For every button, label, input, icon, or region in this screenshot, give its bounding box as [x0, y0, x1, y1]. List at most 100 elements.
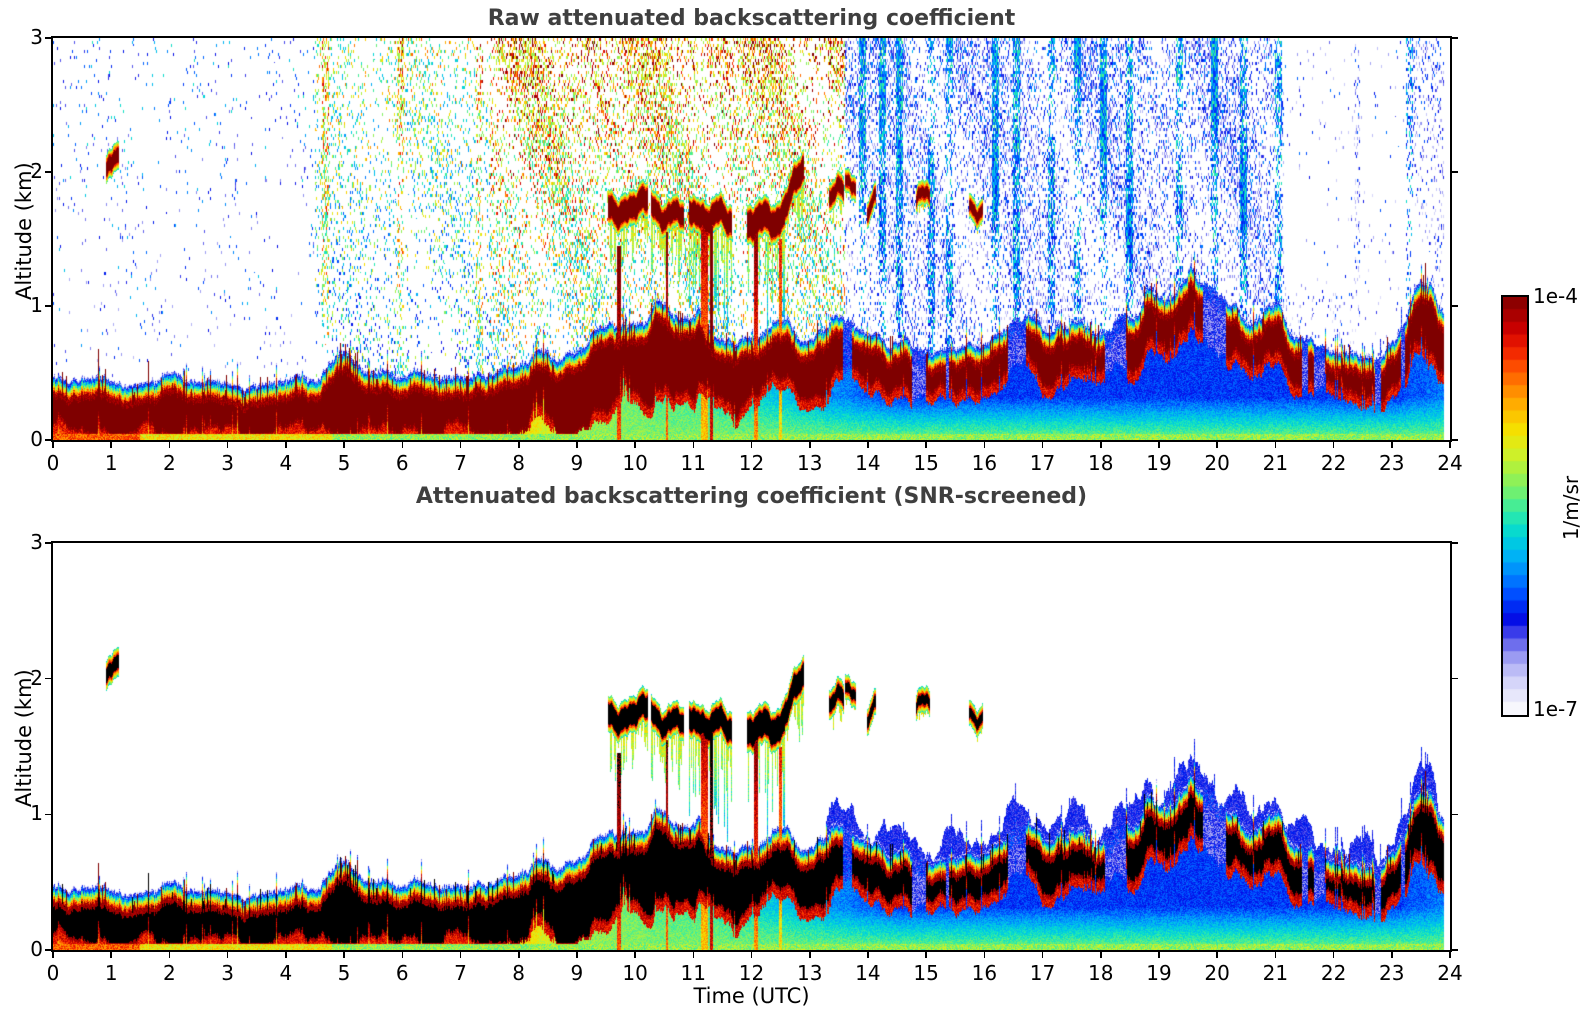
y-tick-mark-right	[1450, 677, 1458, 680]
x-tick-label: 18	[1088, 451, 1114, 475]
x-tick-label: 2	[163, 961, 176, 985]
x-tick-label: 8	[512, 451, 526, 475]
y-tick-mark-right	[1450, 37, 1458, 39]
y-tick-label: 3	[30, 25, 43, 49]
x-tick-mark	[576, 440, 578, 448]
y-tick-mark-right	[1450, 542, 1458, 544]
y-tick-mark	[45, 37, 53, 39]
x-tick-label: 22	[1320, 451, 1347, 475]
y-tick-label: 1	[30, 293, 43, 317]
x-tick-mark	[168, 440, 171, 448]
x-tick-label: 5	[337, 451, 351, 475]
x-tick-label: 7	[454, 451, 467, 475]
x-tick-mark	[1449, 950, 1451, 958]
y-tick-mark-right	[1450, 305, 1458, 307]
x-tick-mark	[692, 440, 695, 448]
x-tick-label: 23	[1379, 451, 1405, 475]
x-tick-mark	[52, 950, 54, 958]
colorbar-unit-label: 1/m/sr	[1559, 475, 1583, 541]
x-tick-label: 7	[454, 961, 467, 985]
x-tick-label: 6	[395, 961, 409, 985]
x-tick-label: 19	[1146, 451, 1172, 475]
y-tick-mark-right	[1450, 171, 1458, 173]
y-tick-mark	[45, 813, 53, 816]
colorbar-min-label: 1e-7	[1533, 697, 1578, 721]
x-tick-label: 18	[1088, 961, 1114, 985]
panel1-heatmap-canvas	[53, 38, 1450, 440]
x-tick-mark	[226, 950, 229, 958]
x-tick-mark	[1449, 440, 1451, 448]
x-tick-label: 15	[913, 961, 939, 985]
x-tick-label: 4	[279, 961, 293, 985]
x-tick-mark	[925, 950, 927, 958]
x-tick-mark	[1332, 440, 1335, 448]
panel2-title: Attenuated backscattering coefficient (S…	[415, 484, 1088, 509]
y-tick-label: 1	[30, 801, 43, 826]
y-tick-mark	[45, 542, 53, 544]
x-tick-label: 9	[570, 451, 584, 475]
x-tick-mark	[808, 950, 811, 958]
x-tick-label: 22	[1320, 961, 1347, 985]
x-tick-label: 13	[796, 961, 823, 985]
x-tick-label: 21	[1262, 451, 1289, 475]
x-tick-mark	[517, 440, 520, 448]
x-tick-label: 14	[855, 961, 881, 985]
y-tick-label: 0	[30, 937, 43, 961]
x-tick-mark	[459, 950, 462, 958]
x-tick-mark	[343, 950, 345, 958]
x-tick-label: 24	[1437, 451, 1463, 475]
x-tick-label: 0	[46, 961, 60, 985]
y-tick-mark-right	[1450, 813, 1458, 816]
x-tick-mark	[750, 950, 753, 958]
x-tick-label: 11	[680, 961, 706, 985]
x-tick-mark	[1158, 440, 1160, 448]
x-tick-label: 21	[1262, 961, 1289, 985]
x-tick-label: 9	[570, 961, 584, 985]
panel1-y-axis-label: Altitude (km)	[12, 162, 36, 300]
x-tick-label: 16	[971, 961, 998, 985]
x-tick-label: 6	[395, 451, 409, 475]
x-tick-mark	[1274, 440, 1277, 448]
x-tick-mark	[750, 440, 753, 448]
y-tick-label: 0	[30, 427, 43, 451]
x-tick-mark	[285, 440, 287, 448]
x-tick-mark	[692, 950, 695, 958]
x-tick-mark	[1216, 440, 1218, 448]
x-tick-label: 10	[622, 961, 648, 985]
panel1-title: Raw attenuated backscattering coefficien…	[487, 6, 1016, 31]
panel2-plot-area	[51, 541, 1452, 952]
x-tick-mark	[226, 440, 229, 448]
x-tick-mark	[110, 440, 113, 448]
x-tick-label: 8	[512, 961, 526, 985]
x-tick-mark	[517, 950, 520, 958]
x-tick-mark	[576, 950, 578, 958]
x-tick-label: 0	[46, 451, 60, 475]
x-tick-mark	[925, 440, 927, 448]
x-tick-mark	[52, 440, 54, 448]
y-tick-mark	[45, 677, 53, 680]
colorbar-canvas	[1503, 297, 1527, 715]
colorbar	[1501, 295, 1529, 717]
x-tick-mark	[285, 950, 287, 958]
x-tick-label: 2	[163, 451, 176, 475]
x-tick-mark	[1332, 950, 1335, 958]
x-tick-label: 14	[855, 451, 881, 475]
x-tick-mark	[634, 440, 636, 448]
x-tick-label: 3	[221, 961, 234, 985]
x-tick-label: 19	[1146, 961, 1172, 985]
y-tick-mark	[45, 171, 53, 173]
colorbar-max-label: 1e-4	[1533, 284, 1578, 308]
x-tick-mark	[401, 950, 404, 958]
x-tick-label: 12	[738, 961, 765, 985]
x-tick-mark	[634, 950, 636, 958]
x-tick-mark	[983, 950, 986, 958]
y-tick-label: 2	[30, 159, 43, 183]
x-tick-label: 11	[680, 451, 706, 475]
x-tick-mark	[1041, 950, 1044, 958]
x-tick-label: 15	[913, 451, 939, 475]
x-tick-label: 3	[221, 451, 234, 475]
x-tick-label: 17	[1029, 961, 1056, 985]
x-tick-label: 1	[104, 961, 118, 985]
y-tick-mark	[45, 949, 53, 951]
y-tick-mark	[45, 439, 53, 441]
